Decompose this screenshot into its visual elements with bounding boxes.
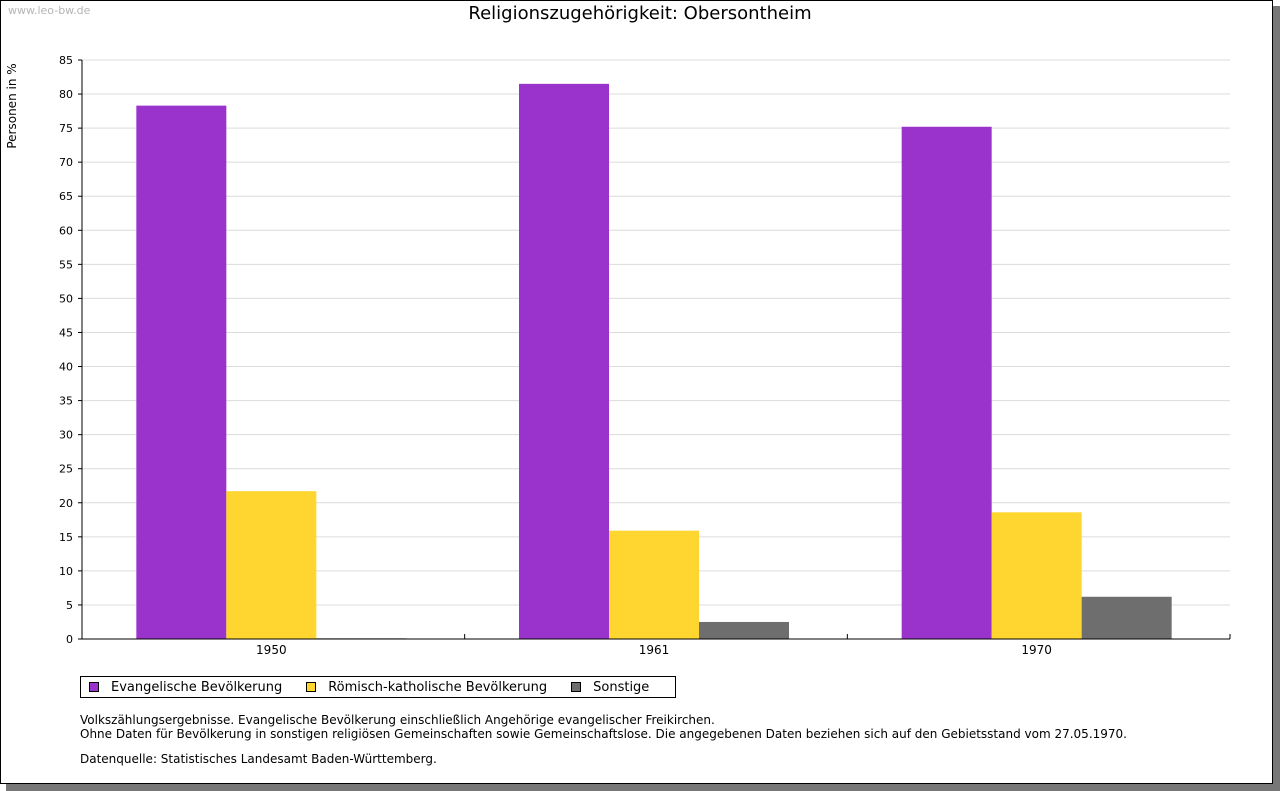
y-tick-label: 85 xyxy=(59,54,73,67)
legend-label: Sonstige xyxy=(593,679,650,695)
frame-shadow-bottom xyxy=(6,784,1280,791)
legend-swatch xyxy=(306,682,317,692)
y-tick-label: 80 xyxy=(59,88,73,101)
y-tick-label: 25 xyxy=(59,463,73,476)
y-tick-label: 70 xyxy=(59,156,73,169)
y-tick-label: 15 xyxy=(59,531,73,544)
y-tick-label: 10 xyxy=(59,565,73,578)
y-tick-label: 60 xyxy=(59,224,73,237)
x-tick-label: 1970 xyxy=(1021,643,1052,657)
frame-shadow-right xyxy=(1273,6,1280,791)
y-tick-label: 40 xyxy=(59,361,73,374)
y-tick-label: 35 xyxy=(59,395,73,408)
bar-chart: 0 5 10 15 20 25 30 35 40 45 50 55 60 65 70 75 80 85 Person… xyxy=(5,54,1231,657)
legend-item: Römisch-katholische Bevölkerung xyxy=(306,680,547,695)
chart-title: Religionszugehörigkeit: Obersontheim xyxy=(468,3,812,24)
note-line-2: Ohne Daten für Bevölkerung in sonstigen … xyxy=(80,727,1127,741)
legend-swatch xyxy=(89,682,99,692)
y-tick-label: 65 xyxy=(59,190,73,203)
y-tick-label: 20 xyxy=(59,497,73,510)
x-tick-label: 1950 xyxy=(256,643,287,657)
bar-1970-2 xyxy=(991,512,1082,639)
y-tick-label: 45 xyxy=(59,326,73,339)
watermark: www.leo-bw.de xyxy=(8,4,91,17)
y-tick-label: 30 xyxy=(59,429,73,442)
bar-1961-1 xyxy=(519,83,609,639)
bar-1950-1 xyxy=(136,105,227,640)
y-axis-label: Personen in % xyxy=(5,63,19,148)
x-tick-label: 1961 xyxy=(639,643,670,657)
bar-1970-3 xyxy=(1081,596,1172,639)
y-tick-label: 5 xyxy=(66,599,73,612)
legend-item: Evangelische Bevölkerung xyxy=(89,680,282,695)
y-tick-label: 0 xyxy=(66,633,73,646)
chart-notes: Volkszählungsergebnisse. Evangelische Be… xyxy=(80,713,1127,741)
y-tick-label: 50 xyxy=(59,292,73,305)
bar-1970-1 xyxy=(901,126,992,639)
data-source: Datenquelle: Statistisches Landesamt Bad… xyxy=(80,752,437,766)
legend-swatch xyxy=(571,682,582,692)
bar-1950-2 xyxy=(226,491,317,639)
legend-label: Evangelische Bevölkerung xyxy=(111,679,283,695)
bar-1961-3 xyxy=(699,621,789,639)
note-line-1: Volkszählungsergebnisse. Evangelische Be… xyxy=(80,713,715,727)
legend-label: Römisch-katholische Bevölkerung xyxy=(328,679,548,695)
legend-item: Sonstige xyxy=(571,680,649,695)
chart-legend: Evangelische Bevölkerung Römisch-katholis… xyxy=(80,676,676,698)
y-tick-label: 75 xyxy=(59,122,73,135)
bar-1961-2 xyxy=(609,530,699,639)
y-tick-label: 55 xyxy=(59,258,73,271)
